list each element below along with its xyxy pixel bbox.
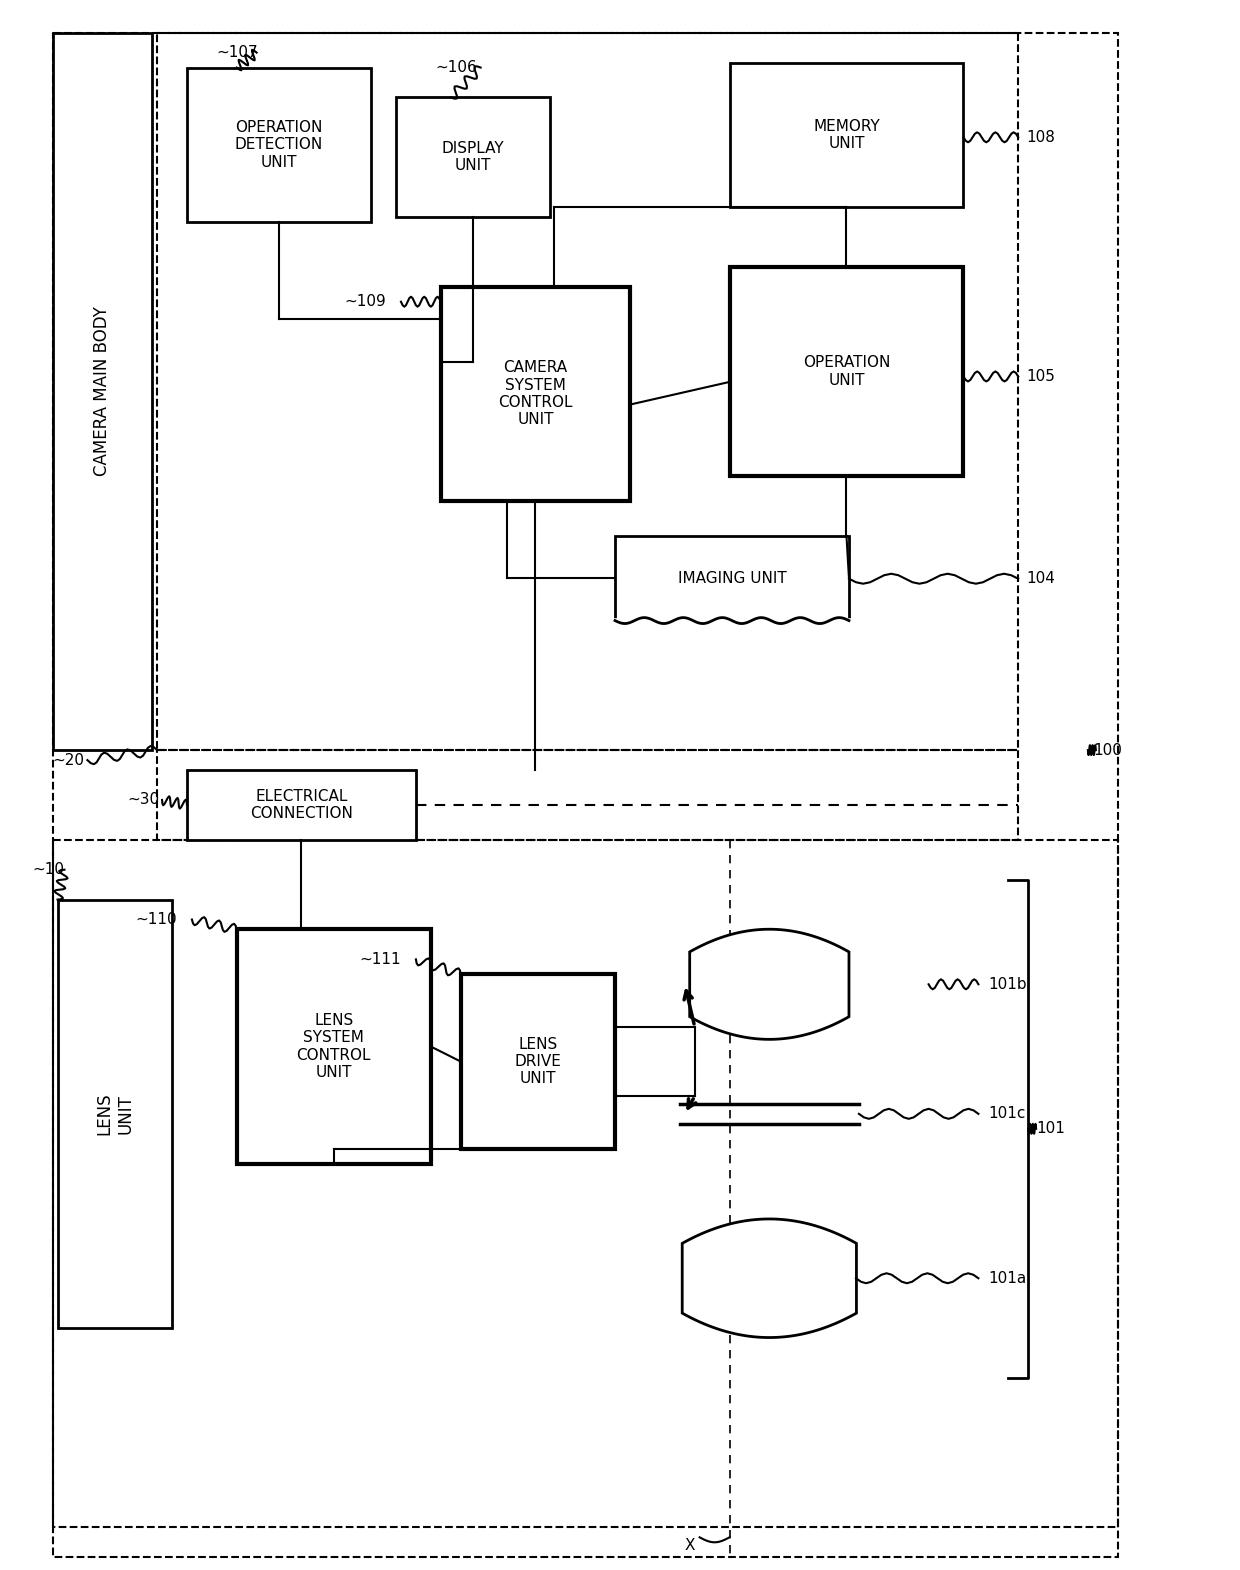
Text: ~110: ~110 xyxy=(135,912,177,926)
Text: OPERATION
DETECTION
UNIT: OPERATION DETECTION UNIT xyxy=(234,119,324,170)
Text: 101: 101 xyxy=(1037,1121,1065,1137)
Bar xyxy=(396,97,551,217)
Text: 101a: 101a xyxy=(988,1270,1027,1286)
Text: ~30: ~30 xyxy=(128,793,160,807)
Bar xyxy=(615,535,849,620)
Bar xyxy=(187,769,415,840)
Text: LENS
UNIT: LENS UNIT xyxy=(95,1093,134,1135)
Text: ELECTRICAL
CONNECTION: ELECTRICAL CONNECTION xyxy=(250,788,353,821)
Text: LENS
DRIVE
UNIT: LENS DRIVE UNIT xyxy=(515,1036,562,1086)
Polygon shape xyxy=(689,929,849,1039)
Bar xyxy=(57,900,172,1328)
Text: 100: 100 xyxy=(1092,743,1122,758)
Polygon shape xyxy=(682,1218,857,1338)
Text: OPERATION
UNIT: OPERATION UNIT xyxy=(802,355,890,388)
Bar xyxy=(157,750,1018,840)
Text: CAMERA
SYSTEM
CONTROL
UNIT: CAMERA SYSTEM CONTROL UNIT xyxy=(498,360,573,427)
Text: ~111: ~111 xyxy=(360,951,401,967)
Text: X: X xyxy=(684,1537,694,1553)
Text: ~106: ~106 xyxy=(435,60,477,75)
Bar xyxy=(52,33,1117,1528)
Bar xyxy=(461,975,615,1149)
Text: LENS
SYSTEM
CONTROL
UNIT: LENS SYSTEM CONTROL UNIT xyxy=(296,1013,371,1080)
Text: ~109: ~109 xyxy=(345,294,386,309)
Bar xyxy=(157,33,1018,750)
Text: ~107: ~107 xyxy=(217,46,258,60)
Text: 105: 105 xyxy=(1027,369,1055,385)
Text: ~10: ~10 xyxy=(32,862,64,878)
Bar xyxy=(52,840,1117,1557)
Text: ~20: ~20 xyxy=(52,752,84,768)
Text: IMAGING UNIT: IMAGING UNIT xyxy=(677,571,786,586)
Text: 104: 104 xyxy=(1027,571,1055,586)
Text: MEMORY
UNIT: MEMORY UNIT xyxy=(813,119,880,151)
Text: DISPLAY
UNIT: DISPLAY UNIT xyxy=(441,141,505,173)
Text: 101b: 101b xyxy=(988,977,1027,992)
Text: 101c: 101c xyxy=(988,1107,1025,1121)
Bar xyxy=(52,33,153,750)
Bar xyxy=(237,929,430,1163)
Bar xyxy=(187,68,371,221)
Text: CAMERA MAIN BODY: CAMERA MAIN BODY xyxy=(93,306,112,476)
Text: 108: 108 xyxy=(1027,130,1055,144)
Bar xyxy=(729,267,963,476)
Bar xyxy=(729,63,963,207)
Bar xyxy=(440,287,630,501)
